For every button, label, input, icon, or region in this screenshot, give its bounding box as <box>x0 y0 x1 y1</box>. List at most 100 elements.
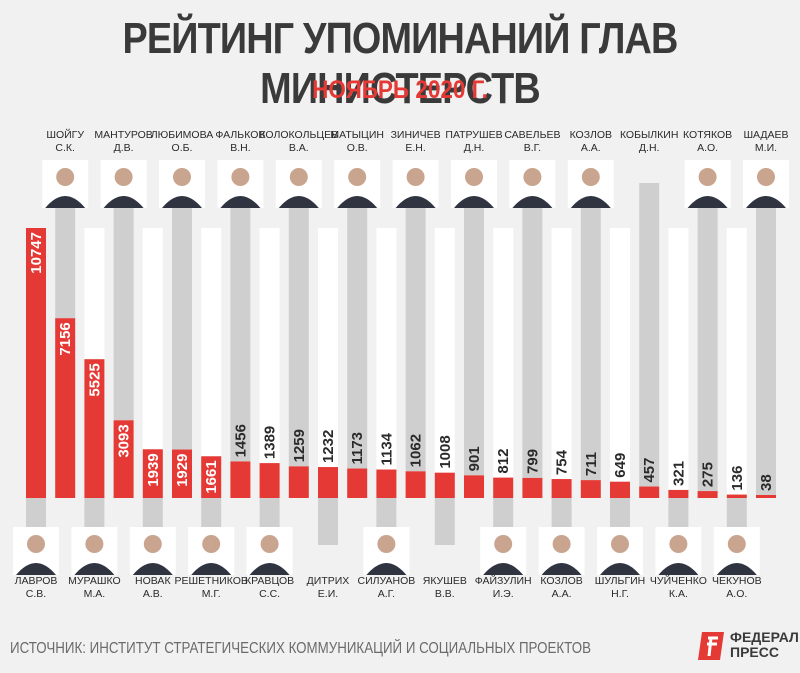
name-initials: С.В. <box>26 588 46 600</box>
portrait-head <box>611 535 629 553</box>
bar <box>551 479 572 498</box>
name-surname: ЗИНИЧЕВ <box>391 129 441 141</box>
name-initials: А.В. <box>143 588 163 600</box>
bar-track <box>580 183 601 481</box>
name-initials: В.В. <box>435 588 455 600</box>
name-initials: Н.Г. <box>611 588 629 600</box>
name-initials: Д.Н. <box>639 142 660 154</box>
bar <box>522 477 543 498</box>
source-note: ИСТОЧНИК: ИНСТИТУТ СТРАТЕГИЧЕСКИХ КОММУН… <box>10 640 591 657</box>
name-initials: М.Г. <box>202 588 221 600</box>
name-initials: А.А. <box>552 588 572 600</box>
portrait-head <box>114 168 133 186</box>
name-initials: В.Н. <box>230 142 250 154</box>
name-surname: ЯКУШЕВ <box>423 575 467 587</box>
name-initials: М.А. <box>84 588 106 600</box>
value-label: 901 <box>466 446 483 471</box>
value-label: 136 <box>729 466 746 491</box>
portrait-head <box>698 168 717 186</box>
bar <box>464 475 484 498</box>
bar-track <box>405 183 426 472</box>
bar-track <box>756 183 776 495</box>
portrait-head <box>260 535 279 553</box>
name-surname: КРАВЦОВ <box>245 575 294 587</box>
portrait-head <box>552 535 571 553</box>
bar-track-upper <box>318 228 338 468</box>
portrait-head <box>727 535 746 553</box>
bar-track-upper <box>434 228 455 473</box>
name-surname: КОТЯКОВ <box>683 129 732 141</box>
bar <box>434 472 455 498</box>
name-initials: О.В. <box>347 142 368 154</box>
portrait-suit <box>658 563 699 575</box>
bar <box>230 461 251 498</box>
bar-track <box>172 183 192 450</box>
name-initials: А.О. <box>726 588 747 600</box>
bar-track-upper <box>551 228 572 480</box>
portrait-suit <box>278 196 319 208</box>
value-label: 1062 <box>408 434 425 467</box>
portrait-suit <box>541 563 582 575</box>
name-initials: И.Э. <box>493 588 514 600</box>
portrait-head <box>494 535 513 553</box>
name-initials: А.О. <box>697 142 718 154</box>
value-label: 1232 <box>320 430 337 463</box>
bar-track-upper <box>493 228 514 478</box>
bar <box>756 495 776 498</box>
bar-track-upper <box>84 228 105 360</box>
value-label: 321 <box>670 461 687 486</box>
bar <box>84 359 105 498</box>
portrait-head <box>173 168 191 186</box>
bar <box>376 469 397 498</box>
portrait-suit <box>132 563 173 575</box>
bar <box>288 466 309 498</box>
name-surname: МАНТУРОВ <box>94 129 152 141</box>
bar <box>142 449 163 498</box>
name-initials: В.Г. <box>524 142 541 154</box>
name-surname: ШОЙГУ <box>46 128 84 141</box>
name-surname: ДИТРИХ <box>307 575 350 587</box>
name-surname: ФАЛЬКОВ <box>215 129 265 141</box>
value-label: 1661 <box>203 460 220 493</box>
name-surname: ШУЛЬГИН <box>595 575 646 587</box>
bar-track-lower <box>318 498 338 545</box>
portrait-head <box>465 168 483 186</box>
bar-track <box>347 183 368 469</box>
bar-track <box>464 183 484 476</box>
portrait-suit <box>483 563 524 575</box>
portrait-suit <box>162 196 202 208</box>
name-surname: ЧЕКУНОВ <box>712 575 762 587</box>
value-label: 7156 <box>57 322 74 355</box>
name-surname: НОВАК <box>135 575 171 587</box>
value-label: 5525 <box>86 363 103 396</box>
name-initials: Е.Н. <box>405 142 425 154</box>
portrait-suit <box>687 196 728 208</box>
name-surname: ЛАВРОВ <box>15 575 58 587</box>
bar-track-upper <box>668 228 689 490</box>
portrait-suit <box>570 196 611 208</box>
name-surname: СИЛУАНОВ <box>358 575 416 587</box>
value-label: 1173 <box>349 432 366 465</box>
bar-track <box>230 183 251 462</box>
name-surname: КОБЫЛКИН <box>620 129 679 141</box>
bar <box>259 463 280 498</box>
name-surname: ШАДАЕВ <box>743 129 788 141</box>
value-label: 799 <box>524 449 541 474</box>
logo-mark-icon <box>698 632 724 660</box>
bar <box>318 467 338 498</box>
name-initials: Д.Н. <box>464 142 485 154</box>
portrait-head <box>406 168 425 186</box>
name-initials: Е.И. <box>318 588 338 600</box>
bar <box>347 468 368 498</box>
name-surname: КОЛОКОЛЬЦЕВ <box>259 129 338 141</box>
name-surname: ФАЙЗУЛИН <box>475 574 532 587</box>
portrait-head <box>56 168 75 186</box>
bar-track-upper <box>259 228 280 464</box>
name-surname: САВЕЛЬЕВ <box>504 129 560 141</box>
portrait-suit <box>512 196 553 208</box>
value-label: 754 <box>554 449 571 475</box>
value-label: 812 <box>495 449 512 474</box>
value-label: 1389 <box>262 426 279 459</box>
